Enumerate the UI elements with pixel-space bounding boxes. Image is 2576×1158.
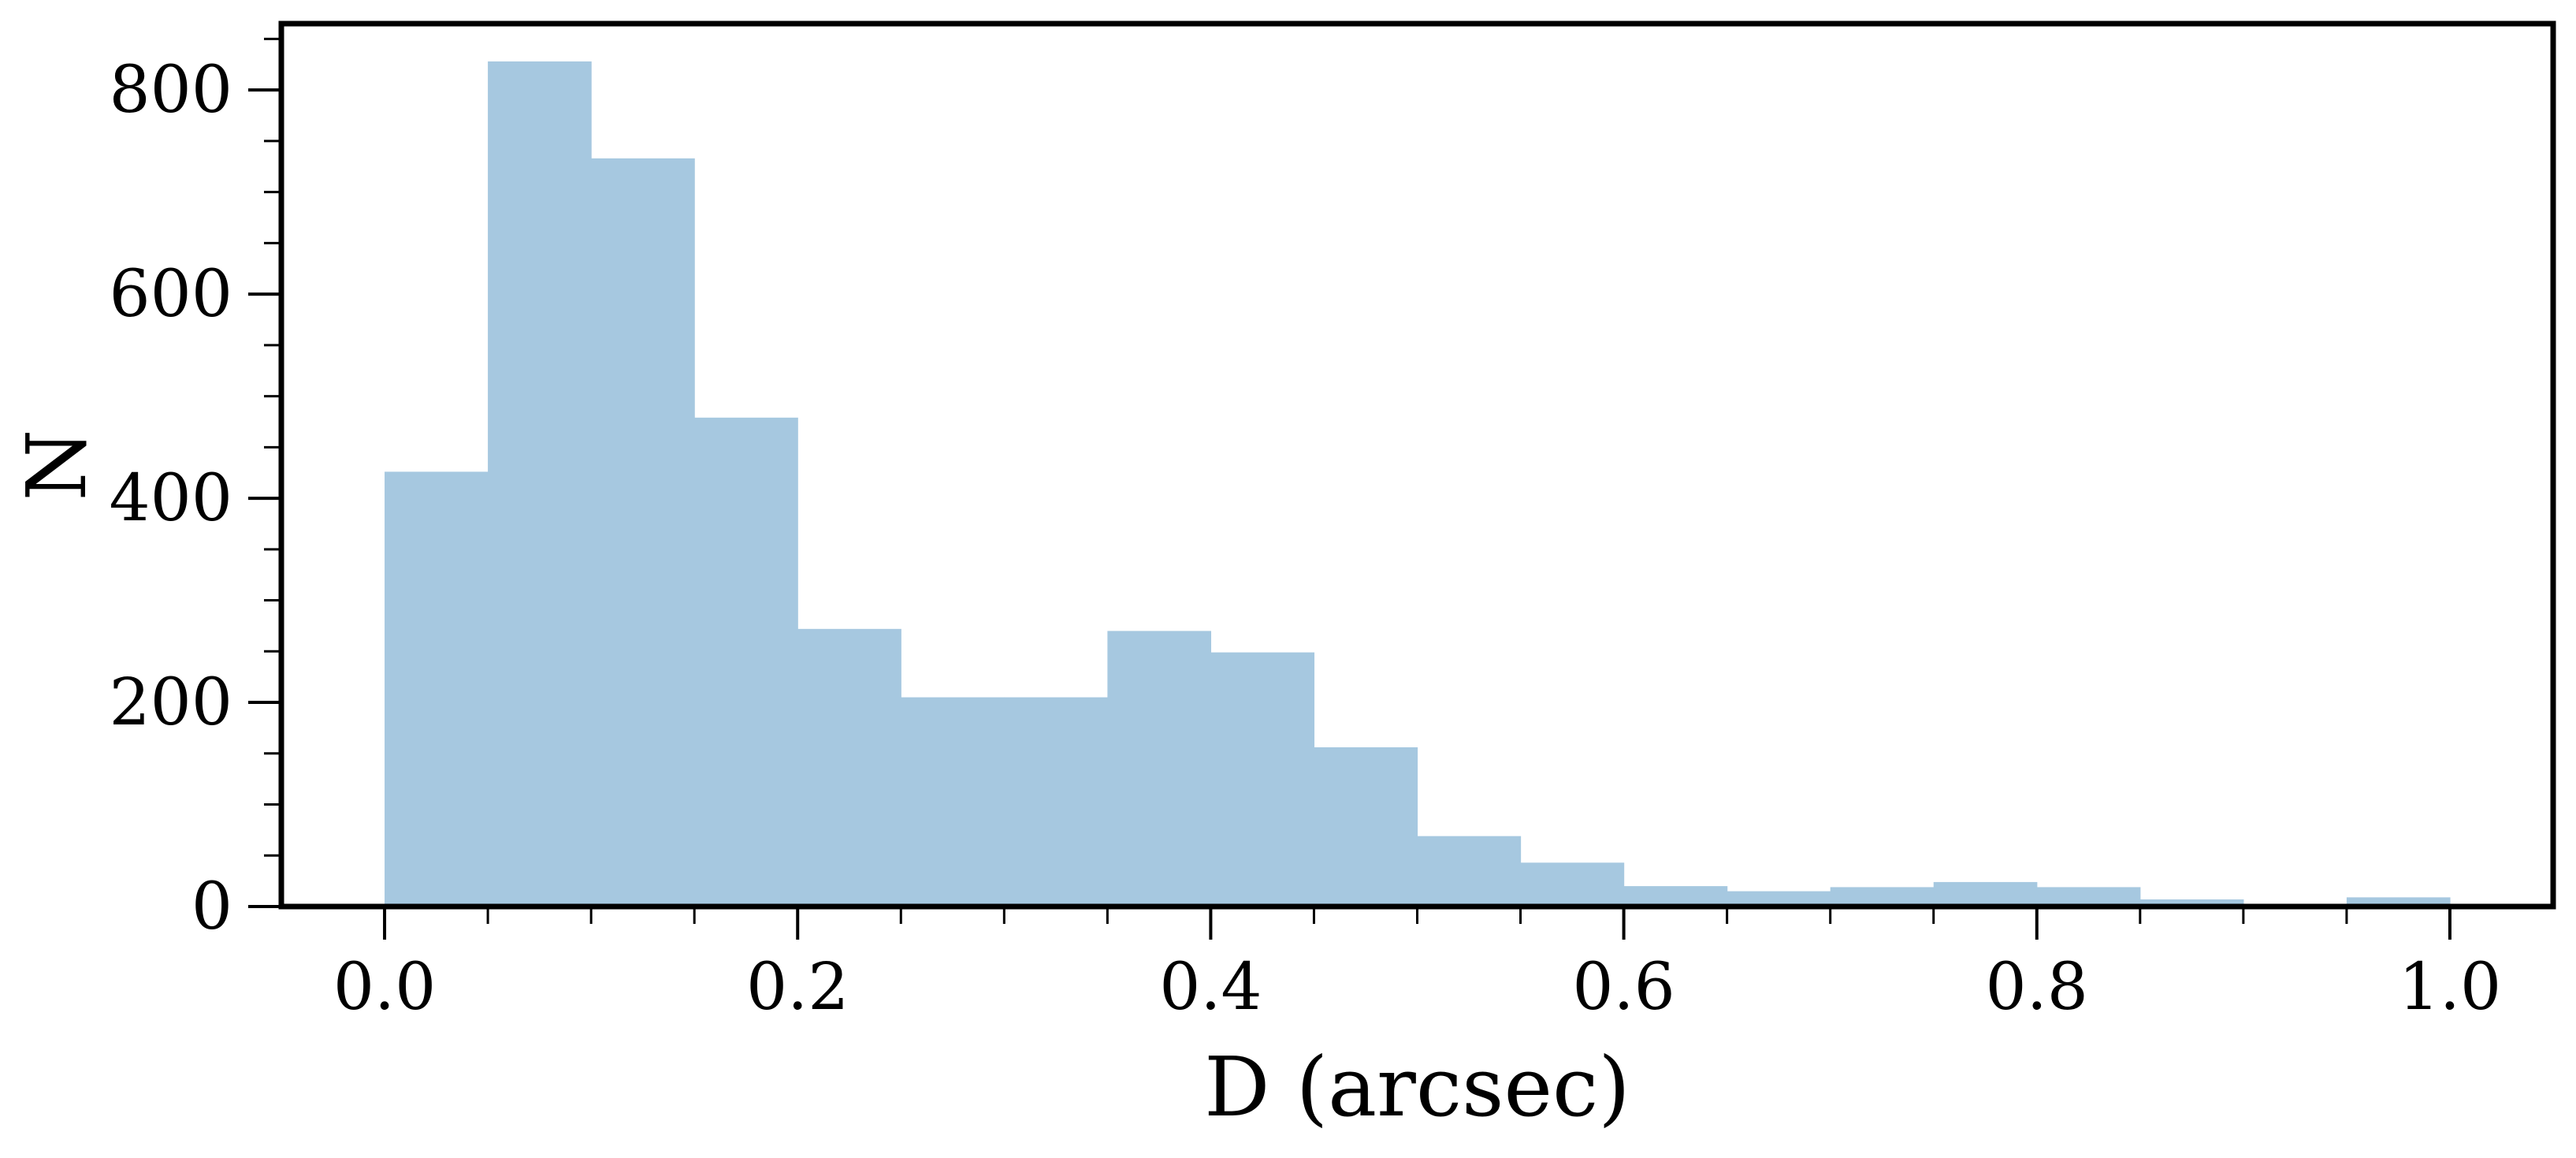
y-tick-label: 600 (109, 257, 232, 332)
histogram-bar (2036, 887, 2141, 907)
y-axis-label: N (9, 430, 105, 501)
y-tick-label: 400 (109, 461, 232, 536)
histogram-bar (385, 471, 489, 907)
histogram-bar (1727, 891, 1831, 907)
histogram-bar (1417, 836, 1522, 907)
histogram-bar (1520, 862, 1625, 907)
histogram-bar (1004, 697, 1108, 907)
histogram-bar (901, 697, 1005, 907)
histogram-bar (1107, 631, 1212, 907)
x-tick-label: 1.0 (2399, 950, 2501, 1025)
histogram-bar (591, 158, 695, 907)
histogram-bar (694, 417, 798, 907)
x-tick-label: 0.8 (1986, 950, 2088, 1025)
x-tick-label: 0.0 (333, 950, 436, 1025)
x-tick-label: 0.6 (1572, 950, 1675, 1025)
x-tick-label: 0.4 (1159, 950, 1262, 1025)
histogram-bar (1623, 886, 1728, 907)
x-tick-label: 0.2 (746, 950, 849, 1025)
plot-frame (278, 20, 2556, 910)
x-axis-label: D (arcsec) (1204, 1039, 1630, 1135)
axis-ticks (248, 37, 2451, 940)
histogram-bar (1830, 887, 1935, 907)
histogram-bar (1933, 881, 2038, 907)
histogram-bar (2346, 897, 2451, 907)
histogram-bar (2139, 899, 2244, 907)
y-tick-label: 0 (191, 869, 232, 944)
y-tick-label: 200 (109, 665, 232, 740)
histogram-bar (1314, 747, 1418, 907)
histogram-bars (385, 61, 2451, 907)
y-tick-label: 800 (109, 53, 232, 128)
axis-tick-labels: 0.0 0.2 0.4 0.6 0.8 1.0 0 200 400 600 800 (109, 53, 2501, 1025)
histogram-bar (797, 628, 901, 907)
histogram-bar (1210, 652, 1315, 907)
histogram-bar (488, 61, 592, 907)
